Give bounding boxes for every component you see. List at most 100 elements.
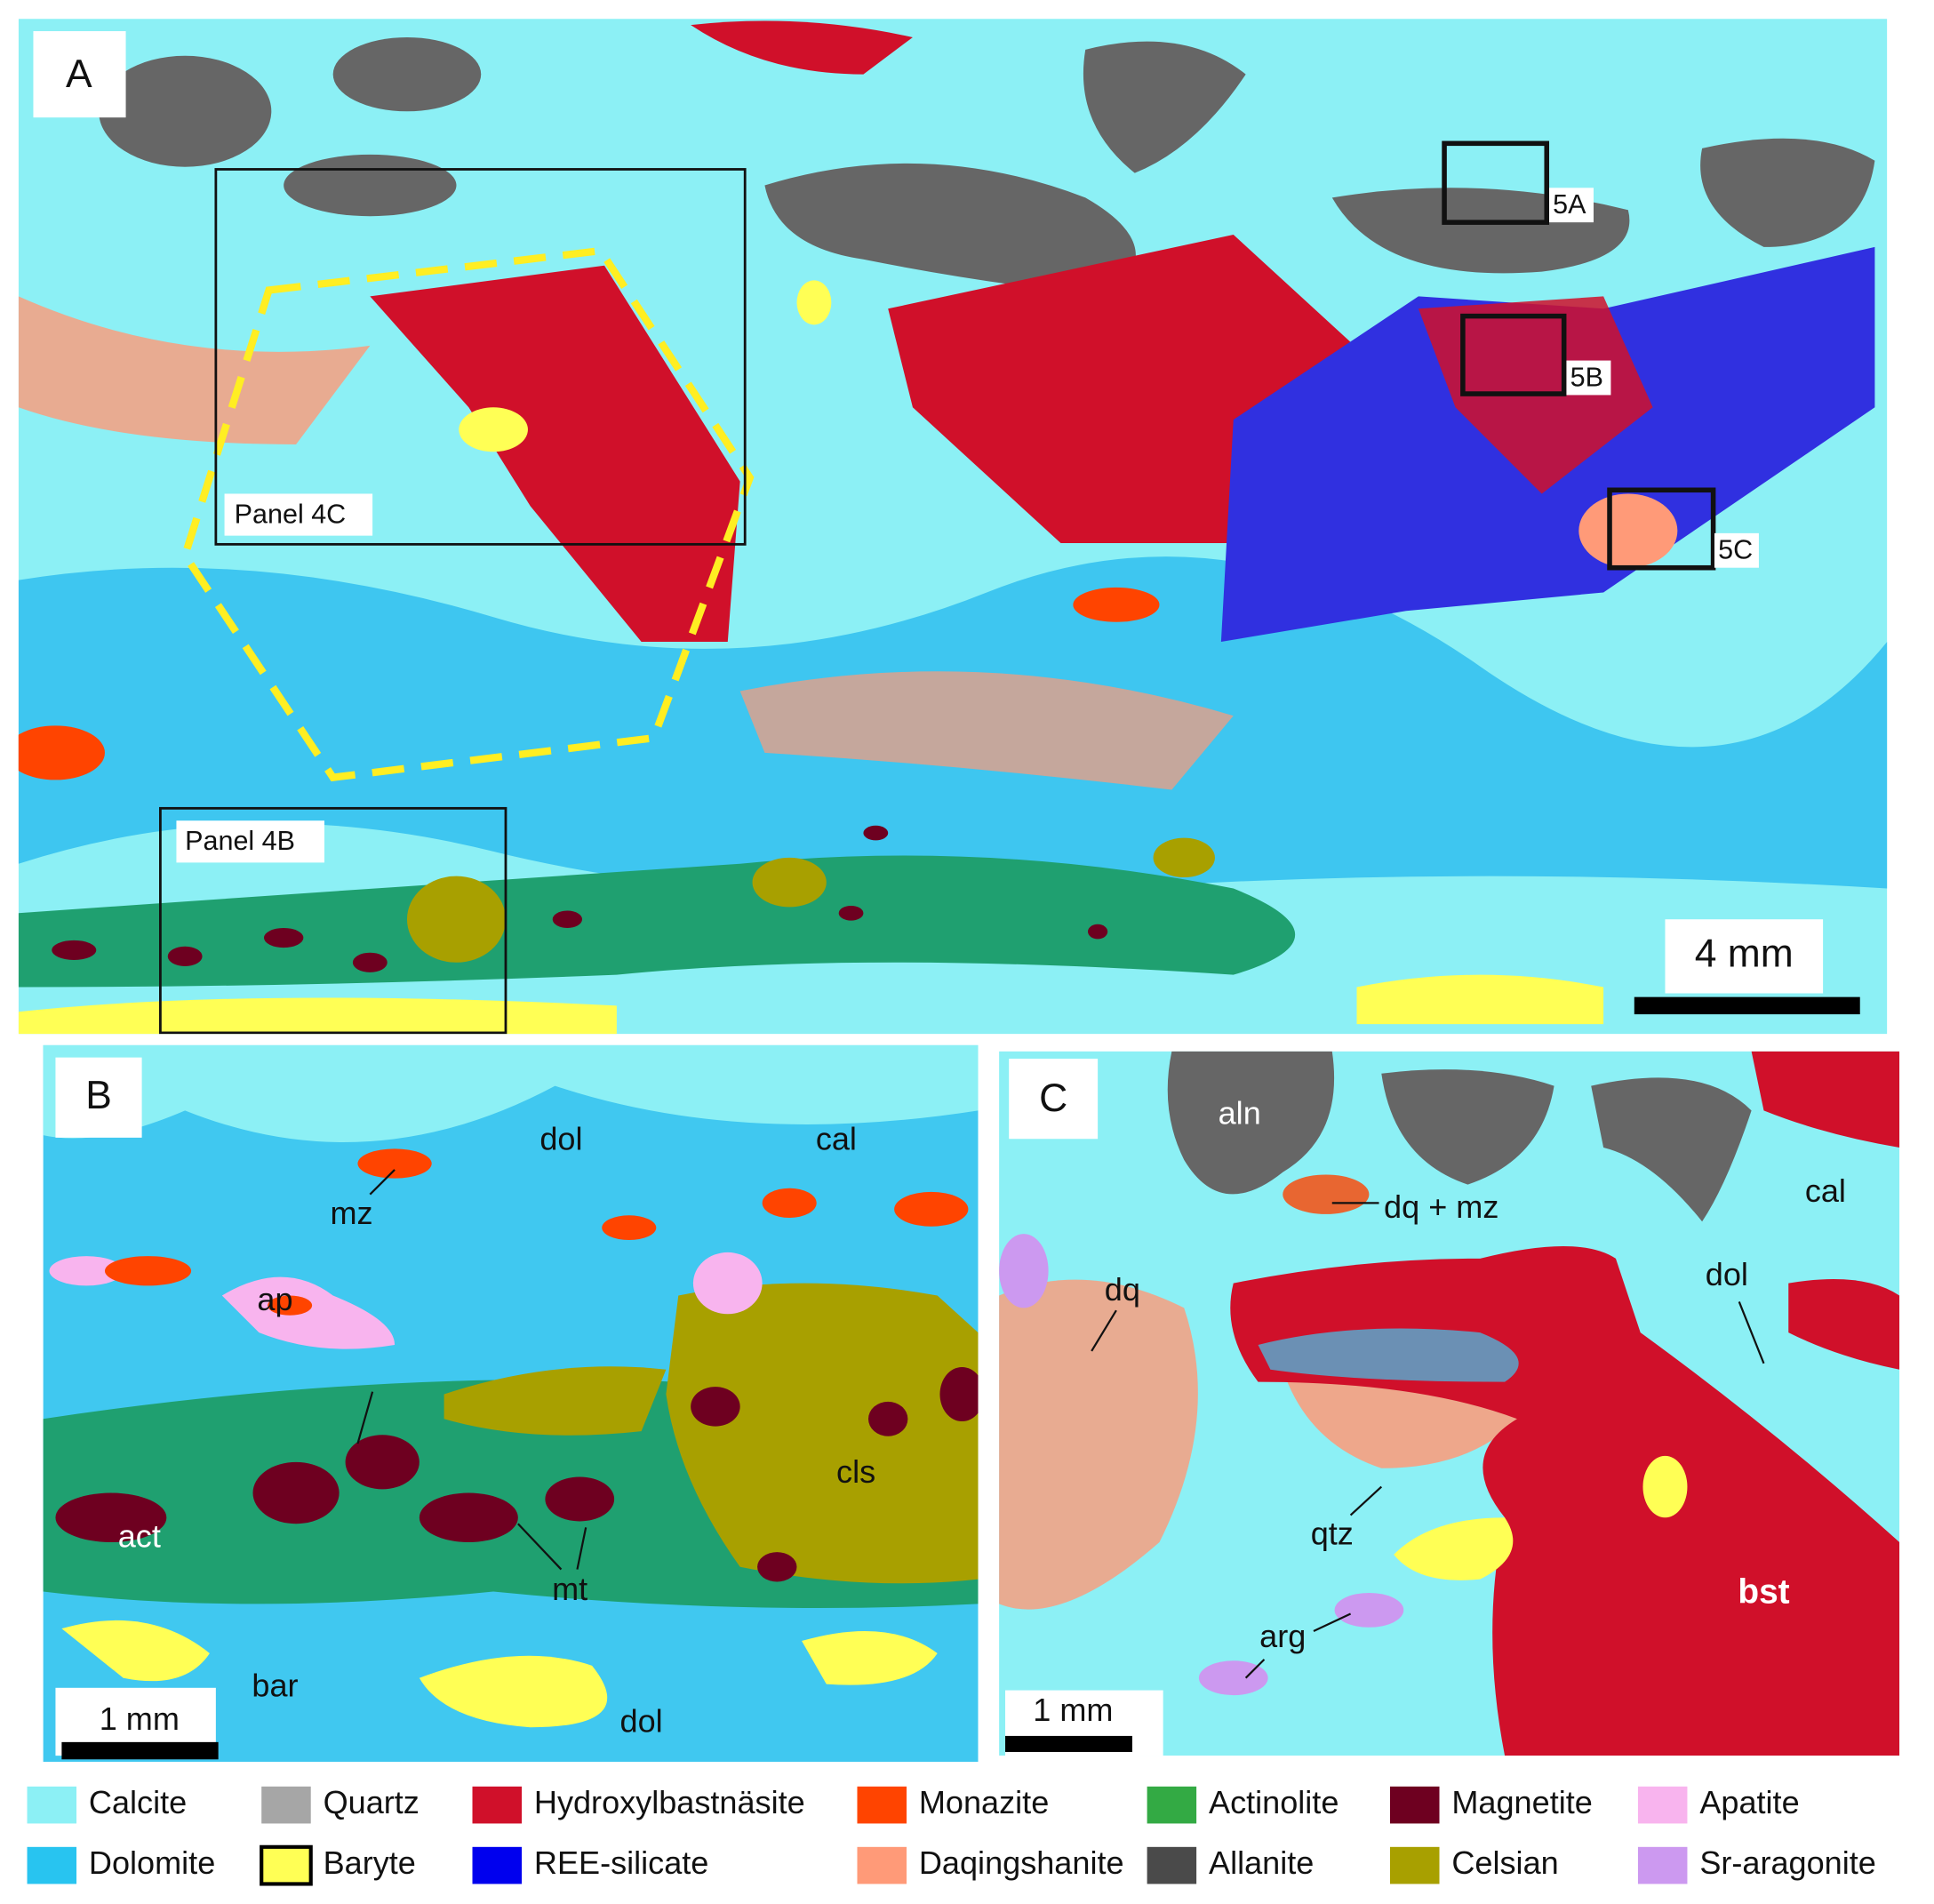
celsian-zone [666, 1283, 979, 1584]
baryte-grain [796, 280, 832, 325]
dolomite-zone [1258, 1328, 1519, 1382]
label-box [1566, 360, 1611, 396]
monazite-grain [1073, 587, 1160, 622]
scale-bar [61, 1741, 219, 1760]
panel-label-box [55, 1057, 142, 1138]
legend-swatch [1390, 1846, 1440, 1884]
legend-label: Allanite [1209, 1844, 1314, 1881]
legend-label: Baryte [324, 1844, 416, 1881]
panel-b: dol cal mz ap act mt cls bar dol B 1 mm [43, 1044, 979, 1763]
leader-line [1738, 1301, 1765, 1364]
apatite-grain [49, 1256, 124, 1286]
bastnasite-grain [691, 20, 913, 75]
annotation: mt [552, 1571, 587, 1607]
legend-label: Actinolite [1209, 1784, 1339, 1820]
annotation: bst [1738, 1573, 1789, 1612]
baryte-grain [1394, 1517, 1514, 1580]
magnetite-grains [55, 1366, 979, 1582]
legend-label: Celsian [1451, 1844, 1558, 1881]
legend-label: Sr-aragonite [1699, 1844, 1876, 1881]
annotation: qtz [1311, 1516, 1354, 1552]
baryte-band [18, 997, 617, 1035]
annotation: 5B [1570, 362, 1603, 392]
baryte-band [1356, 974, 1604, 1025]
legend-swatch [857, 1846, 907, 1884]
actinolite-band [18, 855, 1296, 988]
panel-label-box [33, 31, 126, 118]
inset-box [1460, 313, 1567, 396]
celsian-grain [1153, 837, 1215, 878]
label-box [1549, 188, 1594, 223]
label-box [176, 820, 324, 863]
scale-box [1665, 919, 1824, 994]
panel-4b-outline [159, 806, 507, 1035]
aragonite-grain [1198, 1660, 1268, 1696]
annotation: cls [836, 1453, 875, 1490]
monazite-grain [1283, 1174, 1370, 1214]
annotation: bar [252, 1667, 298, 1703]
aragonite-grain [1334, 1592, 1404, 1628]
allanite-grain [1591, 1077, 1752, 1222]
legend-label: REE-silicate [534, 1844, 708, 1881]
legend-swatch [27, 1846, 77, 1884]
scale-label: 4 mm [1695, 932, 1794, 976]
annotation: dol [1706, 1256, 1748, 1292]
leader-line [356, 1391, 587, 1571]
daqingshanite-zone [18, 296, 371, 444]
allanite-grain [1083, 41, 1246, 173]
allanite-grain [1381, 1069, 1554, 1185]
panel-a: 5A 5B 5C Panel 4C Panel 4B A 4 mm [18, 19, 1888, 1035]
legend-swatch [1637, 1846, 1688, 1884]
annotation: dq [1105, 1271, 1140, 1308]
magnetite-grains [52, 825, 1108, 972]
legend-label: Hydroxylbastnäsite [534, 1784, 805, 1820]
bastnasite-grain [1788, 1278, 1900, 1370]
legend-label: Monazite [919, 1784, 1049, 1820]
panel-label-box [1009, 1059, 1099, 1140]
legend-swatch [1147, 1786, 1197, 1824]
baryte-grain [802, 1630, 938, 1685]
annotation: 5A [1553, 189, 1586, 220]
daqingshanite-zone [739, 671, 1234, 790]
annotation: arg [1259, 1618, 1306, 1654]
leader-line [1349, 1485, 1383, 1516]
panel-label: B [85, 1074, 112, 1117]
legend: Calcite Quartz Hydroxylbastnäsite Monazite A… [27, 1784, 1876, 1886]
annotation: aln [1219, 1094, 1261, 1131]
legend-label: Calcite [89, 1784, 187, 1820]
annotation: dol [620, 1703, 663, 1740]
aragonite-grain [999, 1234, 1049, 1308]
inset-box [1607, 487, 1716, 571]
legend-label: Dolomite [89, 1844, 215, 1881]
annotation: Panel 4C [235, 499, 347, 529]
annotation: dol [539, 1121, 582, 1157]
panel-c: aln dq + mz cal dq dol qtz arg bst C 1 m… [999, 1051, 1900, 1756]
daqingshanite-zone [999, 1279, 1198, 1610]
annotation: Panel 4B [185, 826, 295, 856]
leader-line [1091, 1309, 1117, 1352]
allanite-grain [284, 154, 457, 217]
legend-swatch [472, 1846, 523, 1884]
panel-label: C [1039, 1076, 1067, 1120]
scale-label: 1 mm [100, 1700, 180, 1737]
legend-label: Daqingshanite [919, 1844, 1124, 1881]
annotation: ap [257, 1281, 292, 1317]
scale-bar [1005, 1735, 1132, 1752]
legend-swatch [27, 1786, 77, 1824]
allanite-grain [1700, 138, 1875, 247]
baryte-grain [1642, 1455, 1688, 1518]
celsian-zone [444, 1366, 667, 1436]
leader-line [369, 1169, 396, 1196]
legend-swatch [1637, 1786, 1688, 1824]
legend-swatch [857, 1786, 907, 1824]
bastnasite-grain [1751, 1051, 1900, 1148]
allanite-grain [1167, 1051, 1335, 1195]
allanite-grain [99, 55, 272, 167]
annotation: cal [816, 1121, 857, 1157]
baryte-grain [61, 1620, 210, 1682]
monazite-grains [104, 1148, 969, 1316]
legend-swatch [260, 1844, 313, 1886]
legend-label: Quartz [324, 1784, 420, 1820]
scale-bar [1634, 996, 1860, 1015]
